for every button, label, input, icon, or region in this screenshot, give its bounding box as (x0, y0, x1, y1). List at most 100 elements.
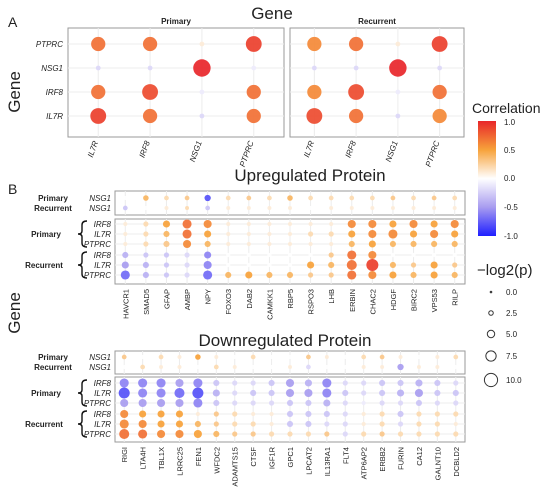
protein-point (328, 261, 335, 269)
protein-point (288, 355, 292, 359)
protein-point (390, 206, 395, 210)
x-tick-label: SMAD5 (142, 289, 151, 315)
protein-point (177, 355, 182, 359)
protein-point (349, 206, 354, 210)
x-tick-label: LPCAT2 (304, 447, 313, 475)
protein-point (308, 272, 314, 278)
protein-point (269, 411, 274, 417)
protein-point (203, 219, 212, 229)
protein-point (158, 354, 164, 360)
y-tick-label: IRF8 (94, 251, 112, 260)
gene-point (348, 36, 364, 52)
row-group-label: Recurrent (34, 363, 72, 372)
gene-point (91, 36, 106, 52)
protein-point (226, 221, 231, 227)
gene-point (431, 36, 448, 52)
protein-point (411, 252, 416, 258)
protein-point (288, 206, 292, 210)
gene-point (91, 84, 106, 100)
protein-point (342, 400, 348, 406)
protein-point (287, 195, 293, 201)
protein-point (347, 219, 356, 229)
protein-point (163, 252, 170, 258)
protein-point (183, 239, 192, 249)
protein-point (361, 400, 366, 406)
gene-point (432, 84, 447, 100)
y-tick-label: NSG1 (89, 204, 111, 213)
protein-point (287, 231, 293, 237)
protein-point (343, 365, 348, 369)
gene-point (251, 65, 257, 71)
protein-point (182, 229, 192, 239)
gene-point (348, 84, 365, 100)
protein-point (246, 252, 251, 258)
protein-point (157, 398, 166, 408)
x-tick-label: CAMKK1 (265, 289, 274, 320)
protein-point (204, 240, 211, 248)
protein-point (267, 195, 272, 201)
protein-point (267, 252, 272, 258)
protein-point (397, 363, 404, 371)
y-tick-label: NSG1 (41, 64, 63, 73)
protein-point (328, 252, 334, 258)
y-tick-label: PTPRC (84, 271, 111, 280)
size-tick: 2.5 (506, 309, 518, 318)
gene-point (95, 65, 101, 71)
y-tick-label: IL7R (94, 420, 111, 429)
protein-point (213, 364, 219, 370)
protein-point (305, 410, 312, 418)
protein-point (267, 206, 272, 210)
protein-point (232, 411, 238, 417)
protein-point (415, 379, 423, 387)
x-tick-label: LHB (327, 289, 336, 304)
protein-point (308, 231, 314, 237)
protein-point (232, 431, 238, 437)
protein-point (348, 240, 355, 248)
protein-point (246, 262, 251, 268)
protein-point (346, 259, 357, 271)
row-group-label: Recurrent (25, 420, 63, 429)
protein-point (342, 389, 349, 397)
protein-point (140, 364, 146, 370)
protein-point (361, 354, 367, 360)
protein-point (175, 429, 184, 439)
protein-point (451, 230, 459, 238)
x-tick-label: HDGF (389, 289, 398, 311)
protein-point (379, 411, 385, 417)
protein-point (143, 195, 149, 201)
protein-point (348, 230, 356, 238)
protein-point (204, 230, 212, 238)
protein-point (175, 420, 184, 428)
protein-point (416, 421, 422, 427)
protein-point (123, 196, 128, 200)
protein-point (305, 431, 312, 437)
protein-point (122, 365, 127, 369)
protein-point (452, 206, 457, 210)
protein-point (434, 400, 440, 406)
protein-point (435, 355, 440, 359)
protein-point (308, 221, 313, 227)
protein-point (409, 230, 418, 238)
protein-point (453, 365, 458, 369)
protein-point (164, 195, 169, 201)
protein-point (250, 400, 256, 406)
protein-point (430, 229, 439, 239)
gene-ylabel-b: Gene (5, 292, 24, 334)
protein-point (119, 428, 130, 440)
protein-point (453, 411, 459, 417)
protein-point (163, 240, 170, 248)
protein-point (286, 410, 294, 418)
protein-point (225, 271, 232, 279)
x-tick-label: TBL1X (157, 447, 166, 470)
x-tick-label: NSG1 (188, 140, 204, 164)
protein-point (411, 206, 416, 210)
protein-point (193, 398, 203, 408)
protein-point (416, 411, 422, 417)
protein-point (269, 355, 274, 359)
y-tick-label: IRF8 (94, 220, 112, 229)
protein-point (286, 420, 294, 428)
protein-point (343, 355, 348, 359)
protein-point (431, 195, 437, 201)
protein-point (361, 431, 367, 437)
protein-point (324, 421, 330, 427)
